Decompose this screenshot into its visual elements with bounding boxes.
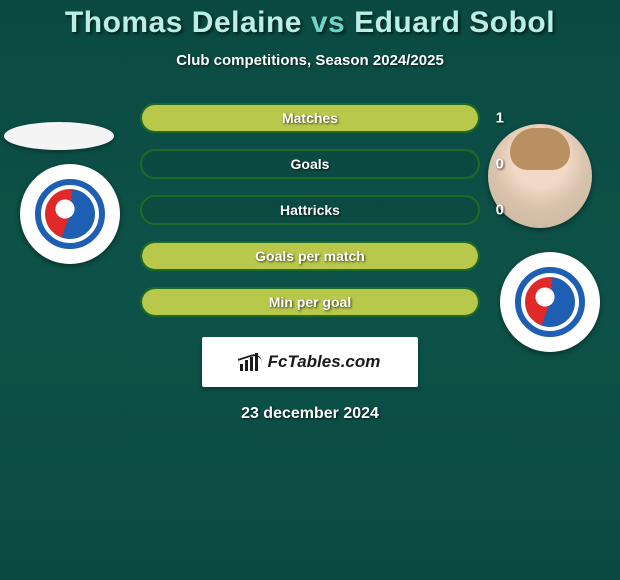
title-player1: Thomas Delaine <box>65 6 302 39</box>
stat-row: Matches1 <box>140 103 480 133</box>
stat-row: Min per goal <box>140 287 480 317</box>
logo-text: FcTables.com <box>268 352 381 372</box>
comparison-title: Thomas Delaine vs Eduard Sobol <box>0 6 620 40</box>
stat-row: Goals0 <box>140 149 480 179</box>
title-player2: Eduard Sobol <box>354 6 555 39</box>
player1-avatar <box>4 122 114 150</box>
stat-value-right: 1 <box>496 110 504 127</box>
stat-row: Goals per match <box>140 241 480 271</box>
fctables-logo: FcTables.com <box>202 337 418 387</box>
stat-label: Hattricks <box>280 202 340 218</box>
stat-label: Goals <box>291 156 330 172</box>
date: 23 december 2024 <box>0 405 620 423</box>
chart-icon <box>240 353 262 371</box>
stat-label: Matches <box>282 110 338 126</box>
subtitle: Club competitions, Season 2024/2025 <box>0 52 620 69</box>
stat-label: Goals per match <box>255 248 365 264</box>
stat-label: Min per goal <box>269 294 351 310</box>
player1-club-badge <box>20 164 120 264</box>
player2-club-badge <box>500 252 600 352</box>
stat-value-right: 0 <box>496 202 504 219</box>
stat-row: Hattricks0 <box>140 195 480 225</box>
stat-value-right: 0 <box>496 156 504 173</box>
title-vs: vs <box>311 6 345 39</box>
